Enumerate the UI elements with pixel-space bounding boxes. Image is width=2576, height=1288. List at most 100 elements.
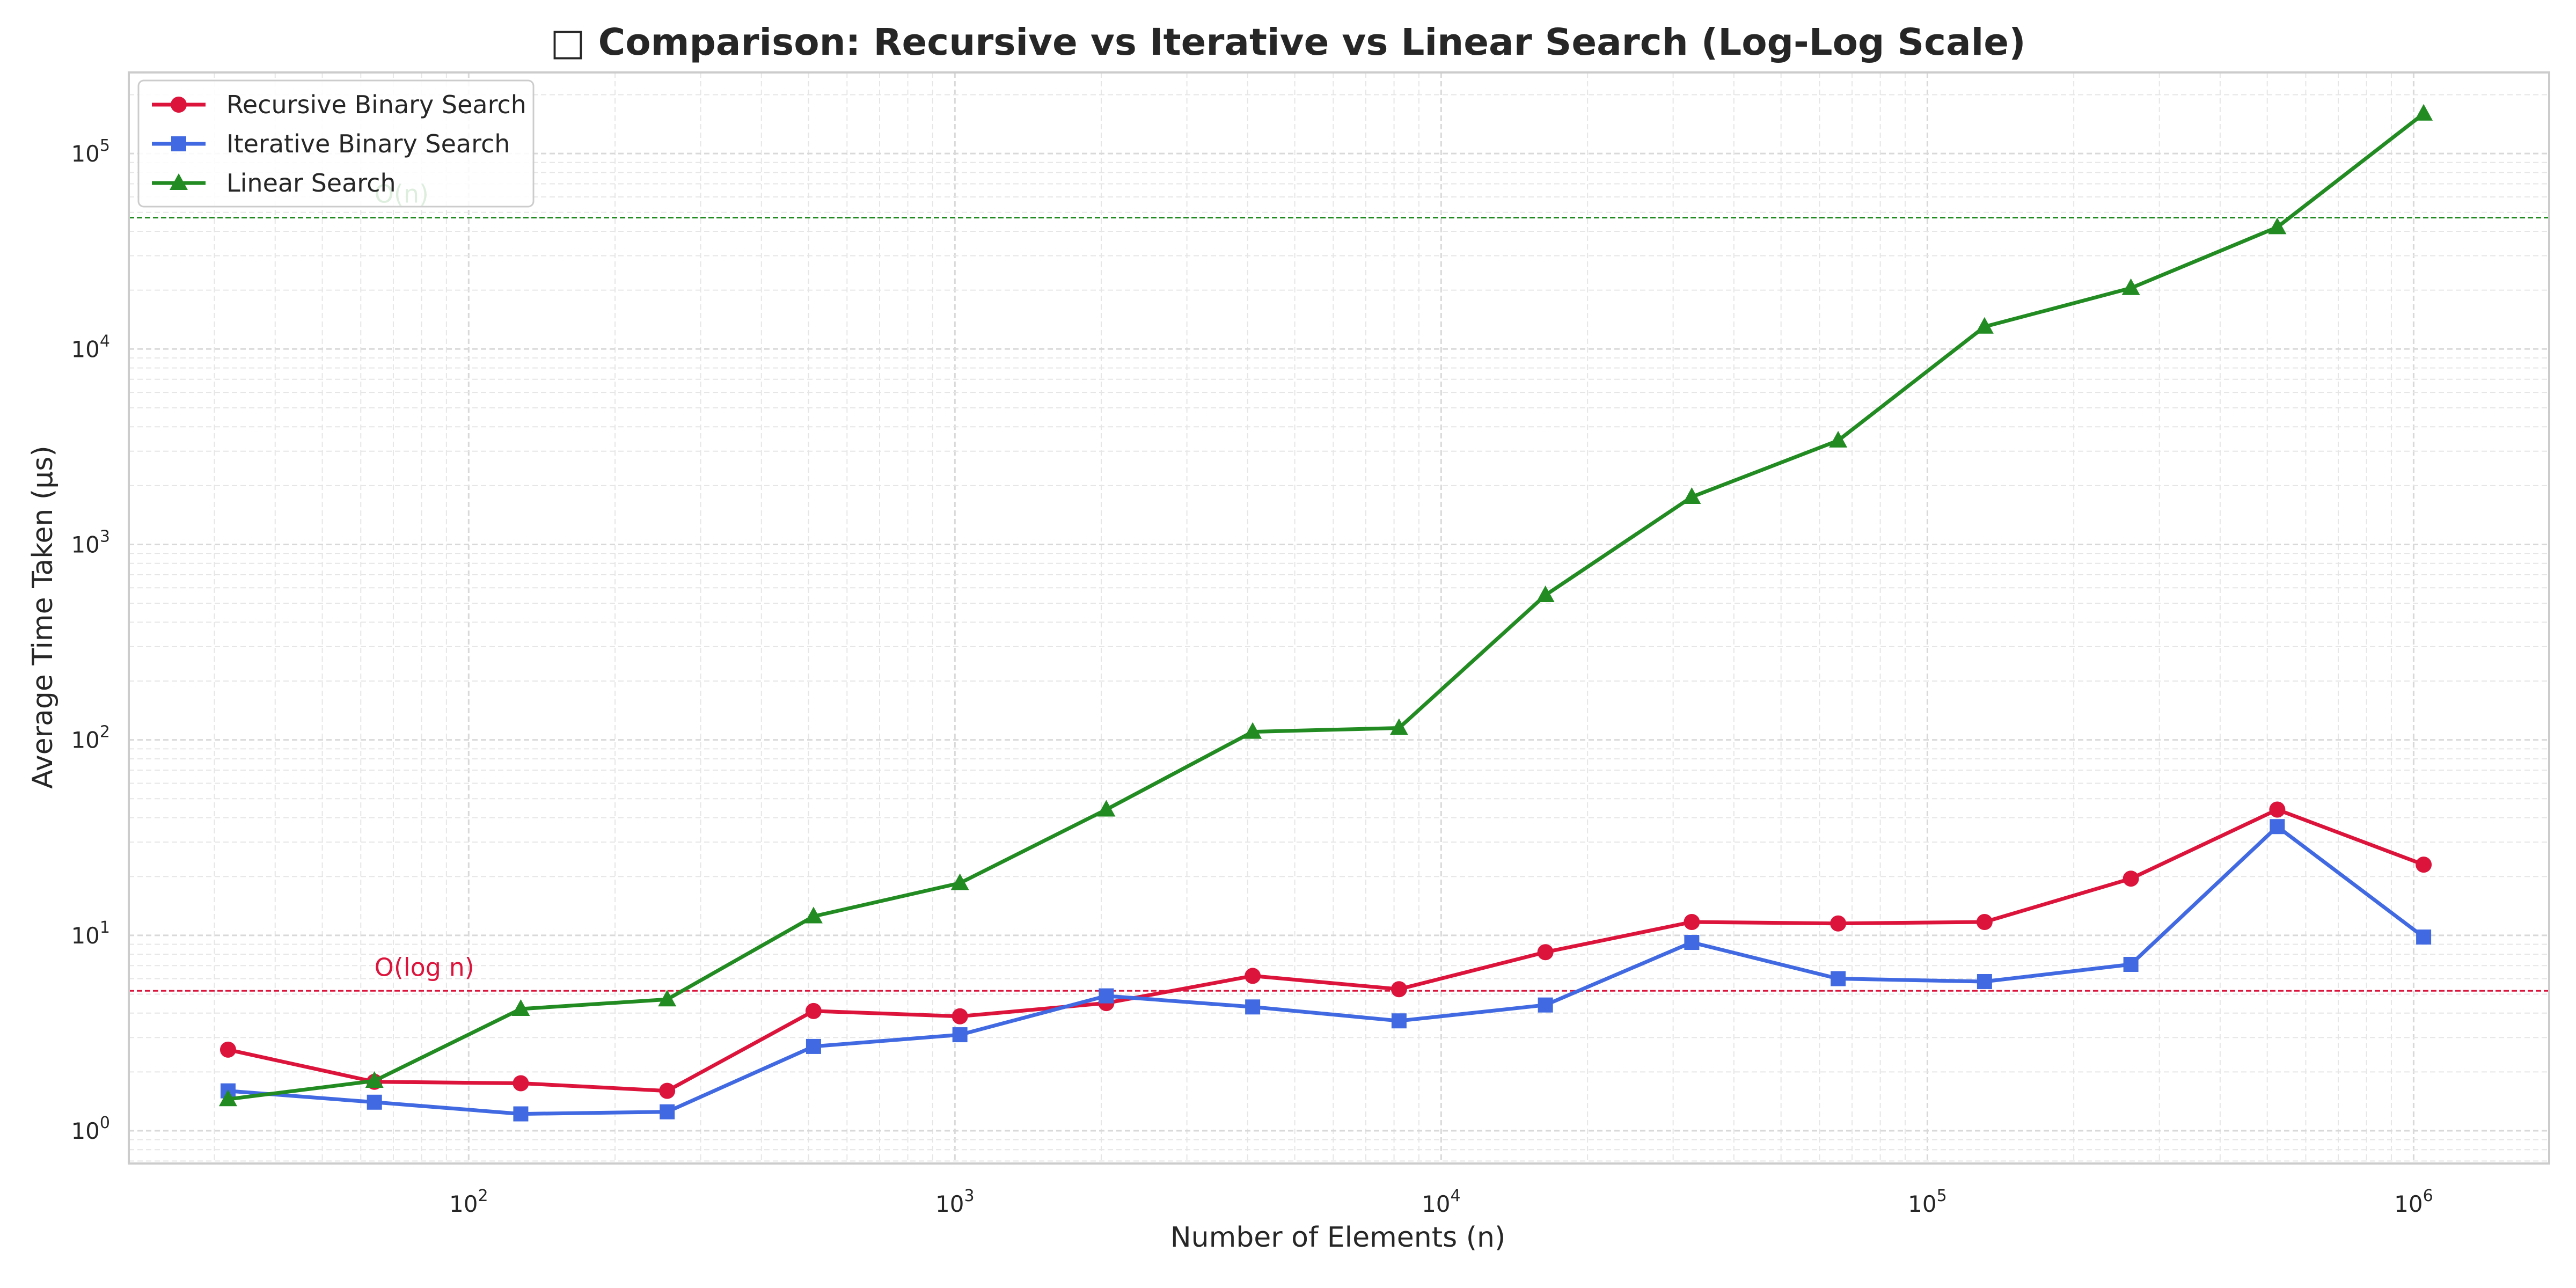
data-point — [2270, 819, 2285, 835]
tick-exponent: 1 — [100, 918, 110, 937]
data-point — [1391, 1013, 1407, 1029]
series-line — [226, 808, 2426, 1093]
tick-base: 10 — [71, 727, 99, 753]
data-point — [1245, 968, 1261, 984]
x-tick-label: 106 — [2394, 1187, 2433, 1217]
tick-base: 10 — [2394, 1191, 2423, 1217]
x-tick-label: 105 — [1908, 1187, 1947, 1217]
tick-exponent: 4 — [1451, 1187, 1461, 1205]
tick-exponent: 6 — [2423, 1187, 2433, 1205]
tick-base: 10 — [935, 1191, 964, 1217]
y-tick-label: 105 — [71, 136, 110, 167]
data-point — [1829, 430, 1848, 448]
tick-base: 10 — [71, 336, 99, 362]
data-point — [660, 1104, 675, 1119]
tick-exponent: 5 — [1937, 1187, 1947, 1205]
tick-base: 10 — [71, 141, 99, 167]
tick-base: 10 — [71, 1118, 99, 1144]
data-point — [804, 906, 823, 924]
tick-base: 10 — [71, 531, 99, 558]
data-point — [1975, 317, 1994, 334]
data-point — [2416, 857, 2432, 873]
data-point — [806, 1038, 821, 1054]
x-tick-label: 102 — [449, 1187, 488, 1217]
legend-label: Iterative Binary Search — [226, 129, 510, 158]
data-point — [952, 1027, 968, 1043]
data-point — [659, 1082, 676, 1099]
data-point — [2123, 870, 2139, 887]
tick-exponent: 2 — [478, 1187, 488, 1205]
y-tick-label: 102 — [71, 723, 110, 753]
x-axis-label: Number of Elements (n) — [1170, 1221, 1506, 1254]
tick-base: 10 — [1908, 1191, 1936, 1217]
data-point — [1684, 935, 1700, 950]
data-point — [952, 1008, 968, 1024]
plot-frame — [128, 71, 2550, 1165]
data-point — [170, 173, 188, 190]
data-point — [1977, 974, 1992, 989]
data-point — [513, 1075, 529, 1092]
data-point — [2414, 104, 2433, 121]
data-point — [950, 873, 969, 890]
tick-exponent: 0 — [100, 1114, 110, 1132]
data-point — [1830, 915, 1847, 932]
series-line — [226, 824, 2426, 1116]
data-point — [2121, 278, 2140, 295]
tick-base: 10 — [1422, 1191, 1450, 1217]
data-point — [171, 97, 187, 113]
chart-title: □ Comparison: Recursive vs Iterative vs … — [550, 21, 2025, 64]
data-point — [1389, 718, 1408, 735]
data-point — [365, 1071, 384, 1088]
legend-box — [137, 79, 535, 208]
y-axis-label: Average Time Taken (µs) — [27, 445, 59, 788]
data-point — [171, 136, 186, 151]
data-point — [1682, 487, 1701, 504]
data-point — [2269, 801, 2286, 818]
data-point — [219, 1041, 236, 1058]
data-point — [1536, 586, 1555, 603]
data-point — [1537, 944, 1554, 961]
data-point — [1391, 981, 1407, 998]
data-point — [2268, 217, 2287, 235]
data-point — [367, 1094, 382, 1110]
y-tick-label: 100 — [71, 1114, 110, 1144]
data-point — [1097, 800, 1116, 817]
data-point — [1243, 722, 1262, 739]
tick-exponent: 5 — [100, 136, 110, 155]
grid — [128, 72, 2549, 1163]
data-point — [1099, 988, 1114, 1004]
x-tick-label: 103 — [935, 1187, 975, 1217]
series — [218, 104, 2433, 1122]
series-triangle — [218, 104, 2433, 1107]
series-circle — [219, 801, 2432, 1099]
series-square — [220, 819, 2432, 1122]
y-tick-label: 104 — [71, 332, 110, 362]
data-point — [2416, 930, 2432, 945]
reference-lines: O(n)O(log n) — [129, 180, 2549, 992]
data-point — [2123, 956, 2139, 972]
tick-exponent: 3 — [100, 527, 110, 546]
tick-base: 10 — [71, 923, 99, 949]
legend-label: Recursive Binary Search — [226, 90, 526, 119]
data-point — [218, 1089, 237, 1107]
x-tick-label: 104 — [1422, 1187, 1461, 1217]
data-point — [1831, 971, 1846, 986]
data-point — [1684, 913, 1700, 930]
data-point — [658, 990, 677, 1007]
y-tick-label: 101 — [71, 918, 110, 949]
data-point — [1976, 913, 1993, 930]
series-line — [226, 112, 2426, 1101]
legend: Recursive Binary Search Iterative Binary … — [137, 79, 535, 208]
data-point — [511, 999, 530, 1016]
tick-exponent: 3 — [964, 1187, 975, 1205]
y-tick-label: 103 — [71, 527, 110, 558]
tick-base: 10 — [449, 1191, 478, 1217]
data-point — [805, 1002, 822, 1019]
data-point — [513, 1106, 529, 1122]
data-point — [1538, 997, 1553, 1013]
tick-exponent: 2 — [100, 723, 110, 742]
legend-label: Linear Search — [226, 169, 396, 197]
